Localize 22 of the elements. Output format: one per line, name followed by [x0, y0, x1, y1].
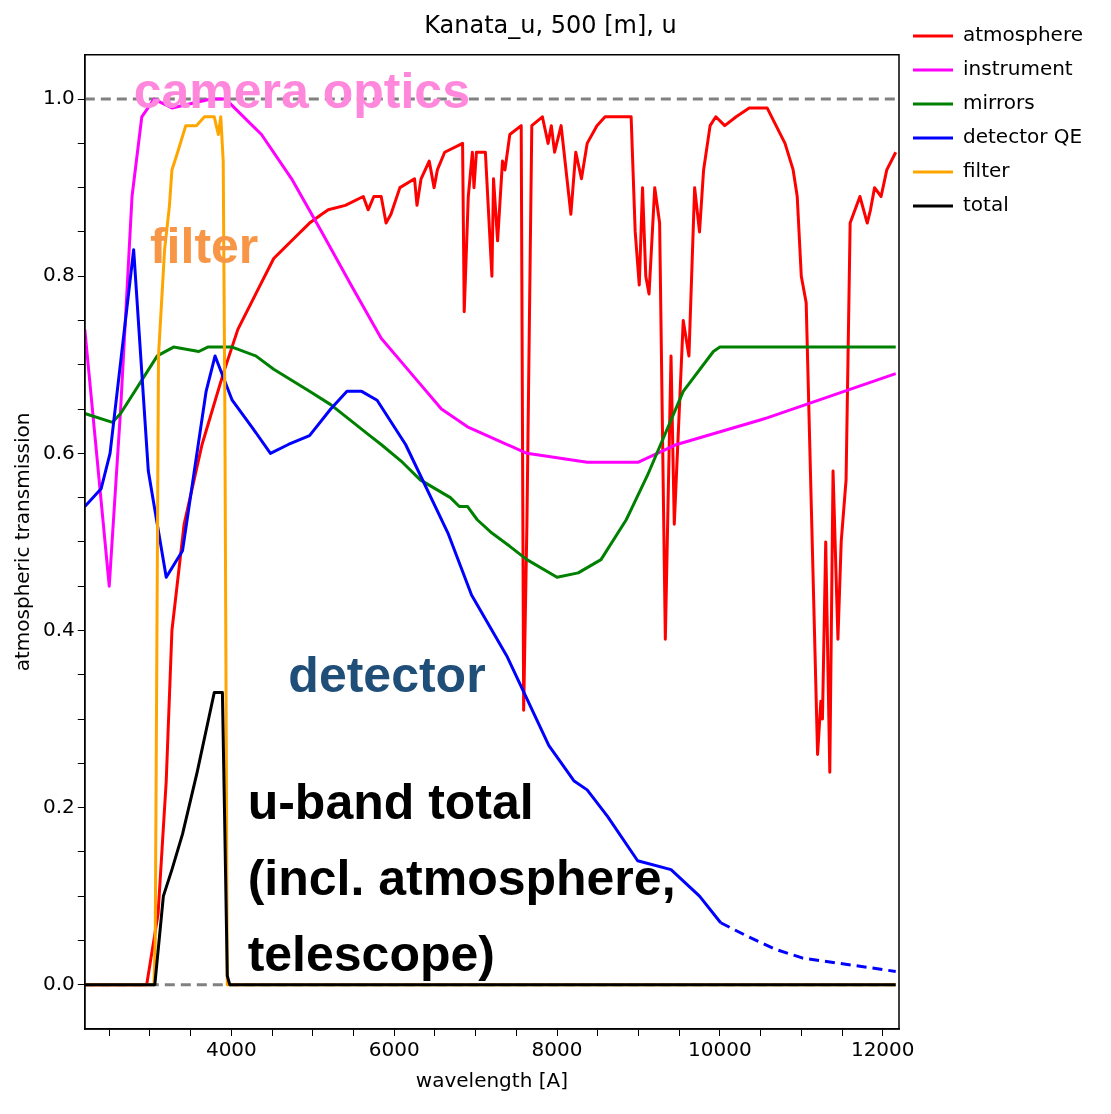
- x-tick-label: 12000: [850, 1037, 915, 1062]
- y-tick-label: 0.8: [42, 262, 75, 287]
- legend-label: atmosphere: [963, 22, 1083, 47]
- y-tick-label: 0.4: [42, 616, 75, 641]
- y-tick-label: 0.2: [42, 793, 75, 818]
- y-tick-label: 0.6: [42, 439, 75, 464]
- legend-label: mirrors: [963, 90, 1035, 115]
- x-axis-title: wavelength [A]: [415, 1068, 568, 1093]
- annotation: detector: [288, 647, 486, 704]
- legend-label: instrument: [963, 56, 1073, 81]
- chart-title: Kanata_u, 500 [m], u: [424, 10, 677, 39]
- x-tick-label: 4000: [205, 1037, 257, 1062]
- legend-label: detector QE: [963, 124, 1083, 149]
- y-axis-title: atmospheric transmission: [10, 412, 35, 672]
- x-tick-label: 10000: [688, 1037, 752, 1062]
- legend-label: filter: [963, 158, 1011, 183]
- x-tick-label: 8000: [531, 1037, 583, 1062]
- annotation: u-band total (incl. atmosphere, telescope): [247, 773, 676, 982]
- x-tick-label: 6000: [368, 1037, 420, 1062]
- legend-label: total: [963, 192, 1009, 217]
- y-tick-label: 1.0: [42, 85, 75, 110]
- y-tick-label: 0.0: [42, 970, 75, 995]
